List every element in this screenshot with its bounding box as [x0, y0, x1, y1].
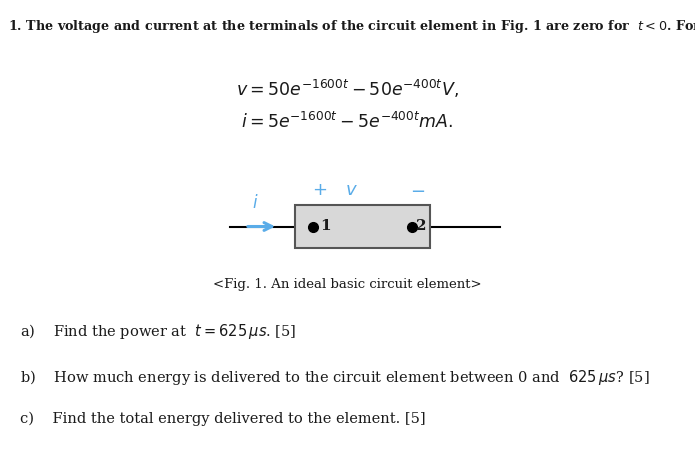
Text: $v$: $v$ — [345, 181, 358, 199]
Text: b)    How much energy is delivered to the circuit element between 0 and  $625\,\: b) How much energy is delivered to the c… — [20, 368, 650, 387]
Text: <Fig. 1. An ideal basic circuit element>: <Fig. 1. An ideal basic circuit element> — [213, 278, 482, 291]
Text: 1. The voltage and current at the terminals of the circuit element in Fig. 1 are: 1. The voltage and current at the termin… — [8, 18, 695, 35]
Text: $-$: $-$ — [411, 181, 425, 199]
Text: a)    Find the power at  $t = 625\,\mu s$. [5]: a) Find the power at $t = 625\,\mu s$. [… — [20, 322, 297, 341]
Text: $+$: $+$ — [313, 181, 327, 199]
Text: c)    Find the total energy delivered to the element. [5]: c) Find the total energy delivered to th… — [20, 412, 425, 426]
Text: 2: 2 — [416, 219, 427, 234]
Text: $i$: $i$ — [252, 194, 259, 212]
Text: 1: 1 — [320, 219, 331, 234]
Text: $i = 5e^{-1600t} - 5e^{-400t}mA.$: $i = 5e^{-1600t} - 5e^{-400t}mA.$ — [241, 112, 453, 132]
Text: $v = 50e^{-1600t} - 50e^{-400t}V,$: $v = 50e^{-1600t} - 50e^{-400t}V,$ — [236, 78, 459, 100]
Bar — [295, 205, 430, 248]
